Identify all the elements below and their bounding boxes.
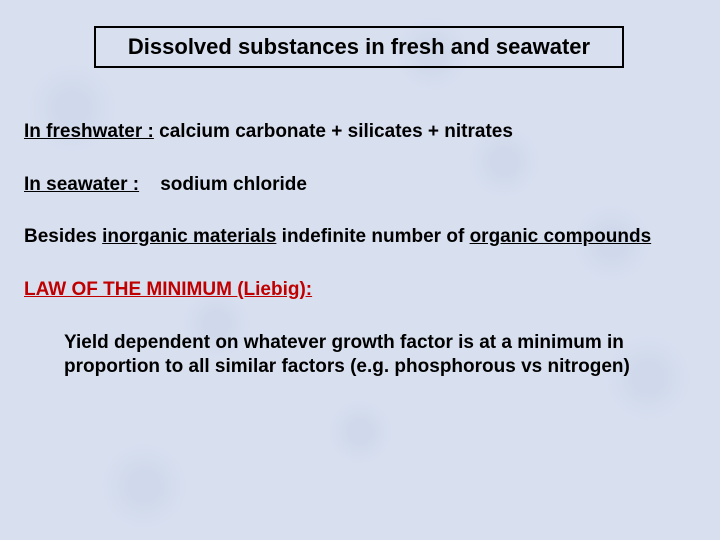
besides-line: Besides inorganic materials indefinite n… bbox=[24, 225, 696, 250]
page-title: Dissolved substances in fresh and seawat… bbox=[128, 34, 590, 59]
seawater-value: sodium chloride bbox=[139, 174, 307, 195]
content-area: In freshwater : calcium carbonate + sili… bbox=[24, 120, 696, 380]
yield-block: Yield dependent on whatever growth facto… bbox=[64, 331, 684, 380]
seawater-line: In seawater : sodium chloride bbox=[24, 173, 696, 198]
law-heading-line: LAW OF THE MINIMUM (Liebig): bbox=[24, 278, 696, 303]
law-heading: LAW OF THE MINIMUM (Liebig): bbox=[24, 279, 312, 300]
yield-text: Yield dependent on whatever growth facto… bbox=[64, 332, 630, 378]
freshwater-value: calcium carbonate + silicates + nitrates bbox=[154, 121, 513, 142]
besides-inorganic: inorganic materials bbox=[102, 226, 276, 247]
freshwater-line: In freshwater : calcium carbonate + sili… bbox=[24, 120, 696, 145]
freshwater-label: In freshwater : bbox=[24, 121, 154, 142]
besides-pre: Besides bbox=[24, 226, 102, 247]
title-box: Dissolved substances in fresh and seawat… bbox=[94, 26, 624, 68]
besides-mid: indefinite number of bbox=[276, 226, 469, 247]
besides-organic: organic compounds bbox=[470, 226, 652, 247]
seawater-label: In seawater : bbox=[24, 174, 139, 195]
